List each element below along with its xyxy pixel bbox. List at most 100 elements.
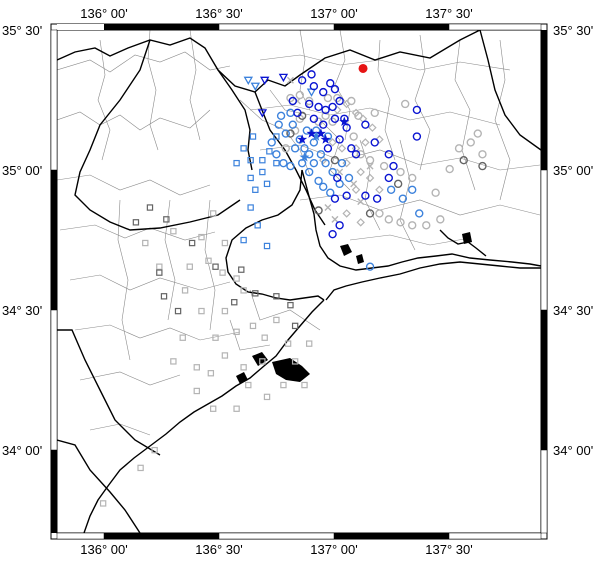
gray-circle-marker: [347, 96, 356, 106]
left-label-35-00: 35° 00': [2, 163, 42, 178]
light-blue-circle-marker: [323, 132, 333, 141]
light-blue-star-marker: [299, 151, 310, 162]
gray-square-marker: [305, 340, 313, 347]
gray-square-marker: [221, 307, 229, 315]
gray-square-marker: [233, 405, 240, 412]
gray-square-marker: [99, 500, 107, 507]
gray-square-marker: [142, 239, 149, 247]
dark-blue-circle-marker: [326, 79, 335, 88]
right-tick-labels: 35° 30' 35° 00' 34° 30' 34° 00': [553, 23, 593, 458]
gray-circle-marker: [408, 221, 417, 230]
gray-square-marker: [209, 210, 217, 217]
dark-gray-square-marker: [212, 263, 219, 270]
gray-square-marker: [261, 334, 268, 341]
red-dot-marker: [358, 63, 368, 73]
dark-blue-circle-marker: [309, 82, 319, 91]
dark-gray-circle-marker: [393, 179, 403, 189]
light-blue-circle-marker: [321, 158, 330, 168]
dark-blue-circle-marker: [361, 191, 370, 200]
gray-square-marker: [193, 364, 200, 371]
gray-circle-marker: [431, 188, 440, 197]
gray-square-marker: [221, 352, 229, 359]
gray-square-marker: [170, 228, 177, 235]
dark-gray-square-marker: [188, 239, 196, 247]
dark-blue-circle-marker: [333, 173, 342, 183]
top-tick-labels: 136° 00' 136° 30' 137° 00' 137° 30': [80, 6, 472, 21]
dark-blue-circle-marker: [335, 135, 344, 144]
light-blue-square-marker: [259, 156, 266, 164]
gray-circle-marker: [295, 90, 305, 100]
light-blue-circle-marker: [304, 167, 314, 177]
dark-gray-square-marker: [273, 293, 280, 300]
dark-blue-circle-marker: [323, 144, 333, 153]
gray-square-marker: [170, 358, 177, 365]
gray-diamond-marker: [342, 209, 351, 218]
dark-gray-circle-marker: [459, 155, 468, 165]
bottom-label-136-00: 136° 00': [80, 542, 127, 557]
dark-blue-circle-marker: [335, 96, 344, 106]
gray-circle-marker: [323, 93, 333, 103]
dark-blue-circle-marker: [361, 120, 370, 129]
gray-square-marker: [233, 328, 240, 336]
left-label-34-30: 34° 30': [2, 303, 42, 318]
light-blue-square-marker: [247, 204, 254, 211]
gray-circle-marker: [365, 155, 375, 165]
dark-blue-circle-marker: [328, 102, 337, 112]
gray-cross-marker: [366, 162, 374, 170]
light-blue-circle-marker: [272, 150, 281, 159]
gray-square-marker: [205, 257, 212, 264]
light-blue-circle-marker: [316, 150, 326, 159]
dark-blue-circle-marker: [384, 173, 393, 183]
gray-square-marker: [233, 275, 240, 282]
dark-gray-square-marker: [252, 290, 259, 297]
gray-square-marker: [240, 287, 247, 294]
gray-square-marker: [280, 381, 287, 389]
light-blue-square-marker: [266, 148, 273, 155]
dark-blue-circle-marker: [330, 114, 340, 123]
gray-diamond-marker: [375, 185, 384, 195]
gray-cross-marker: [331, 215, 339, 223]
top-label-137-30: 137° 30': [425, 6, 472, 21]
dark-blue-circle-marker: [412, 132, 422, 141]
dark-gray-square-marker: [174, 307, 182, 315]
light-blue-square-marker: [233, 159, 240, 167]
gray-square-marker: [263, 393, 271, 401]
gray-diamond-marker: [351, 144, 361, 153]
light-blue-square-marker: [263, 242, 271, 250]
bottom-label-137-00: 137° 00': [310, 542, 357, 557]
top-label-137-00: 137° 00': [310, 6, 357, 21]
dark-gray-square-marker: [231, 299, 238, 306]
gray-square-marker: [179, 334, 186, 341]
light-blue-triangle-marker: [250, 82, 261, 91]
light-blue-square-marker: [254, 222, 261, 229]
light-blue-circle-marker: [302, 126, 312, 135]
light-blue-circle-marker: [286, 161, 295, 171]
light-blue-circle-marker: [326, 188, 335, 197]
dark-gray-square-marker: [160, 293, 168, 300]
gray-square-marker: [137, 464, 144, 472]
dark-blue-circle-marker: [351, 150, 361, 159]
map-area: [57, 30, 541, 533]
gray-square-marker: [156, 263, 163, 270]
map-frame: [50, 23, 548, 540]
gray-square-marker: [221, 239, 229, 247]
gray-square-marker: [207, 370, 215, 377]
gray-circle-marker: [281, 144, 290, 153]
dark-gray-square-marker: [163, 216, 170, 223]
dark-blue-circle-marker: [309, 114, 319, 123]
gray-square-marker: [212, 334, 219, 341]
dark-blue-circle-marker: [307, 70, 316, 79]
light-blue-circle-marker: [365, 262, 375, 271]
gray-diamond-marker: [351, 185, 361, 195]
gray-circle-marker: [384, 215, 393, 224]
dark-blue-triangle-marker: [259, 76, 270, 86]
gray-square-marker: [181, 287, 189, 294]
gray-square-marker: [219, 269, 226, 276]
gray-square-marker: [291, 358, 299, 365]
bottom-label-137-30: 137° 30': [425, 542, 472, 557]
dark-blue-star-marker: [306, 128, 317, 138]
gray-circle-marker: [304, 96, 314, 106]
dark-blue-circle-marker: [335, 221, 344, 230]
gray-circle-marker: [370, 108, 379, 118]
dark-blue-star-marker: [297, 134, 308, 144]
